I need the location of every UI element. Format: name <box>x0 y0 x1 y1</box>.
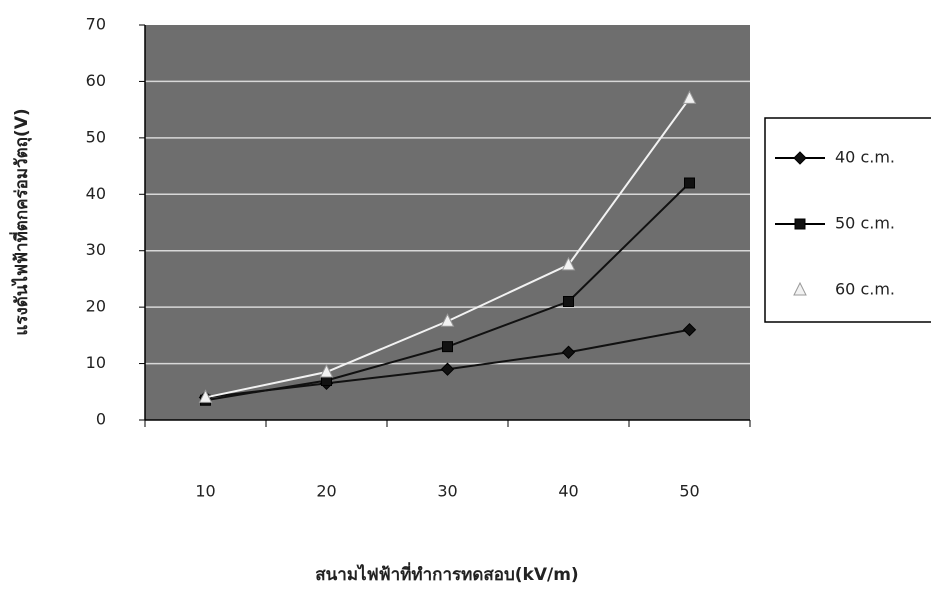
x-axis-title: สนามไฟฟ้าที่ทำการทดสอบ(kV/m) <box>315 562 578 585</box>
data-point <box>561 256 576 271</box>
data-point <box>442 341 453 353</box>
y-tick-label: 0 <box>96 410 106 429</box>
y-tick-label: 50 <box>86 127 106 146</box>
legend-marker <box>794 218 806 230</box>
y-tick-label: 20 <box>86 297 106 316</box>
data-point <box>561 345 576 359</box>
legend-marker <box>793 281 807 296</box>
x-tick-label: 10 <box>195 482 215 501</box>
x-tick-label: 50 <box>679 482 699 501</box>
x-tick-label: 30 <box>437 482 457 501</box>
x-tick-label: 20 <box>316 482 336 501</box>
legend-label: 50 c.m. <box>835 214 895 233</box>
y-tick-label: 60 <box>86 71 106 90</box>
data-point <box>563 296 574 307</box>
y-tick-label: 70 <box>86 15 106 34</box>
data-point <box>319 363 334 378</box>
legend-box <box>764 117 931 323</box>
data-point <box>440 362 455 376</box>
legend-label: 40 c.m. <box>835 148 895 167</box>
plot-area <box>145 25 750 420</box>
legend-marker <box>793 151 807 165</box>
y-tick-label: 10 <box>86 353 106 372</box>
y-tick-label: 40 <box>86 184 106 203</box>
data-point <box>684 177 695 189</box>
y-tick-label: 30 <box>86 240 106 259</box>
data-point <box>682 90 697 104</box>
data-point <box>682 323 697 337</box>
legend-label: 60 c.m. <box>835 280 895 299</box>
data-point <box>440 313 455 327</box>
y-axis-title: แรงดันไฟฟ้าที่ตกคร่อมวัตถุ(V) <box>9 108 32 335</box>
x-tick-label: 40 <box>558 482 578 501</box>
data-point <box>198 389 213 403</box>
